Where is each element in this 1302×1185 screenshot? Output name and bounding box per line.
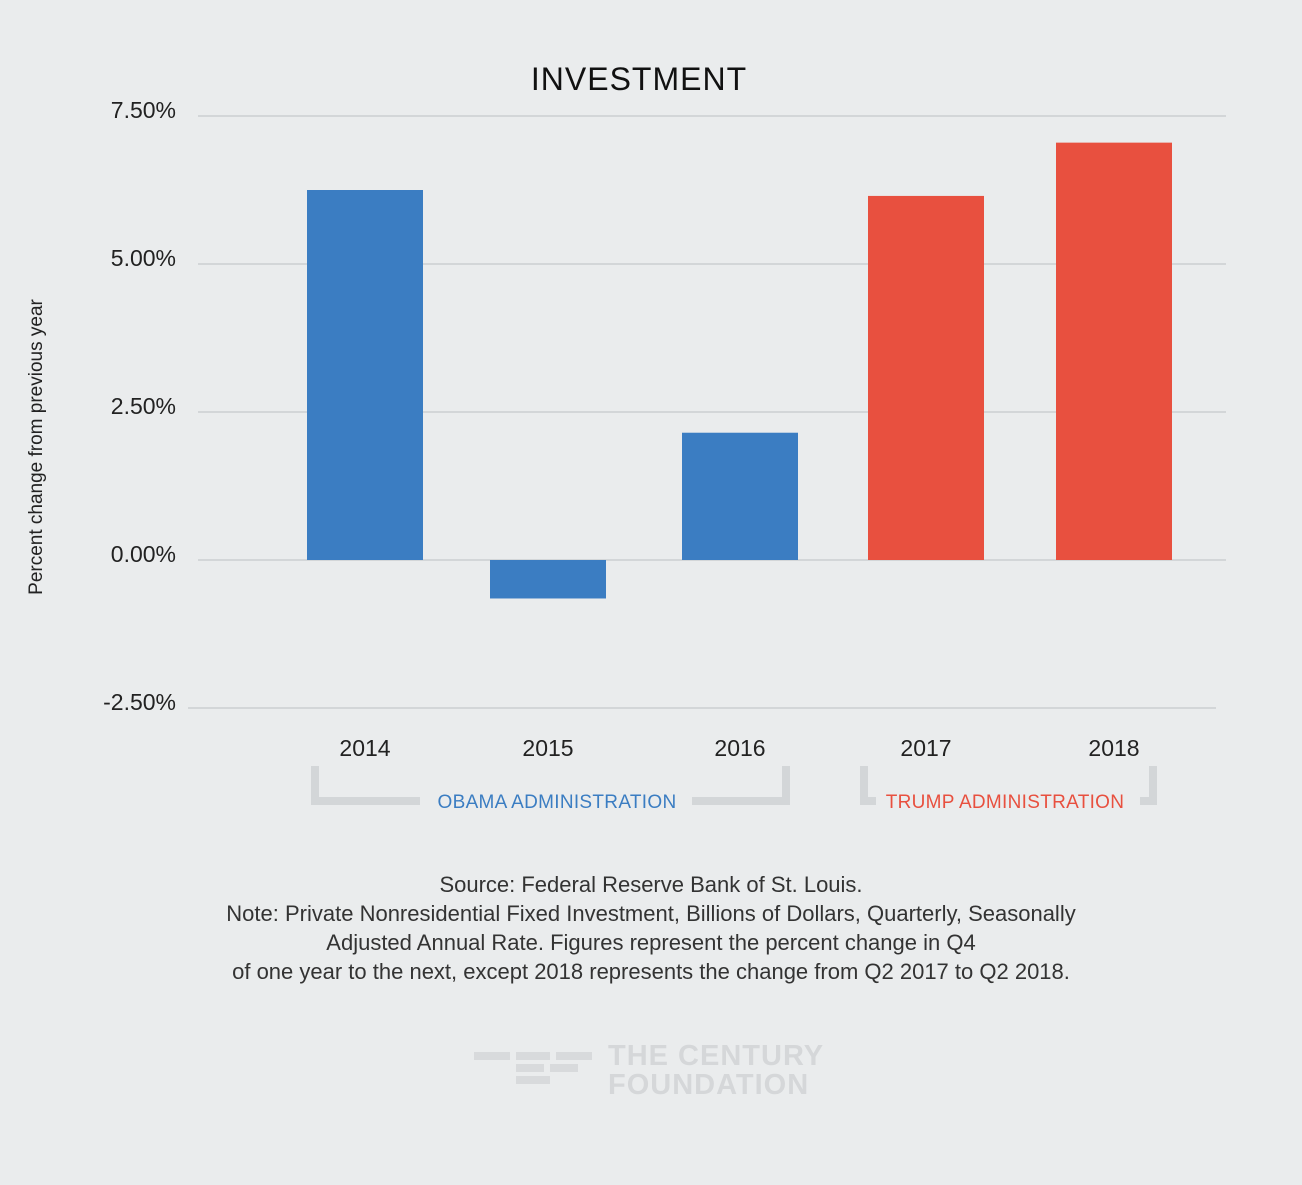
- y-tick-label: -2.50%: [103, 689, 176, 715]
- y-axis-label: Percent change from previous year: [26, 298, 47, 594]
- y-tick-label: 7.50%: [111, 97, 176, 123]
- x-tick-label-2017: 2017: [900, 735, 951, 761]
- bar-2014: [307, 190, 423, 560]
- logo-line-2: FOUNDATION: [608, 1069, 810, 1101]
- source-notes: Source: Federal Reserve Bank of St. Loui…: [0, 870, 1302, 986]
- x-tick-label-2018: 2018: [1088, 735, 1139, 761]
- logo-line-1: THE CENTURY: [608, 1040, 825, 1072]
- x-tick-label-2015: 2015: [522, 735, 573, 761]
- note-line-2: Adjusted Annual Rate. Figures represent …: [326, 930, 976, 955]
- bars: [307, 142, 1172, 599]
- y-tick-label: 5.00%: [111, 245, 176, 271]
- century-foundation-logo: THE CENTURY FOUNDATION: [474, 1042, 834, 1106]
- x-tick-label-2016: 2016: [714, 735, 765, 761]
- chart-title: INVESTMENT: [531, 61, 747, 97]
- y-tick-label: 0.00%: [111, 541, 176, 567]
- bar-2016: [682, 432, 798, 560]
- trump-bracket-left: [860, 766, 876, 805]
- obama-administration-label: OBAMA ADMINISTRATION: [438, 792, 677, 813]
- logo-text: THE CENTURY FOUNDATION: [608, 1042, 824, 1100]
- obama-bracket-left: [311, 766, 420, 805]
- note-line-1: Note: Private Nonresidential Fixed Inves…: [226, 901, 1076, 926]
- obama-bracket-right: [692, 766, 790, 805]
- y-tick-label: 2.50%: [111, 393, 176, 419]
- source-line: Source: Federal Reserve Bank of St. Loui…: [439, 872, 863, 897]
- bar-2017: [868, 195, 984, 561]
- logo-mark-icon: [474, 1048, 592, 1088]
- bar-2015: [490, 560, 606, 599]
- investment-chart: INVESTMENT Percent change from previous …: [26, 61, 1226, 813]
- bar-2018: [1056, 142, 1172, 560]
- y-tick-labels: 7.50% 5.00% 2.50% 0.00% -2.50%: [103, 97, 176, 715]
- trump-bracket-right: [1140, 766, 1157, 805]
- x-tick-label-2014: 2014: [339, 735, 390, 761]
- trump-administration-label: TRUMP ADMINISTRATION: [886, 792, 1125, 813]
- note-line-3: of one year to the next, except 2018 rep…: [232, 959, 1070, 984]
- x-category-labels: 2014 2015 2016 2017 2018: [339, 735, 1139, 761]
